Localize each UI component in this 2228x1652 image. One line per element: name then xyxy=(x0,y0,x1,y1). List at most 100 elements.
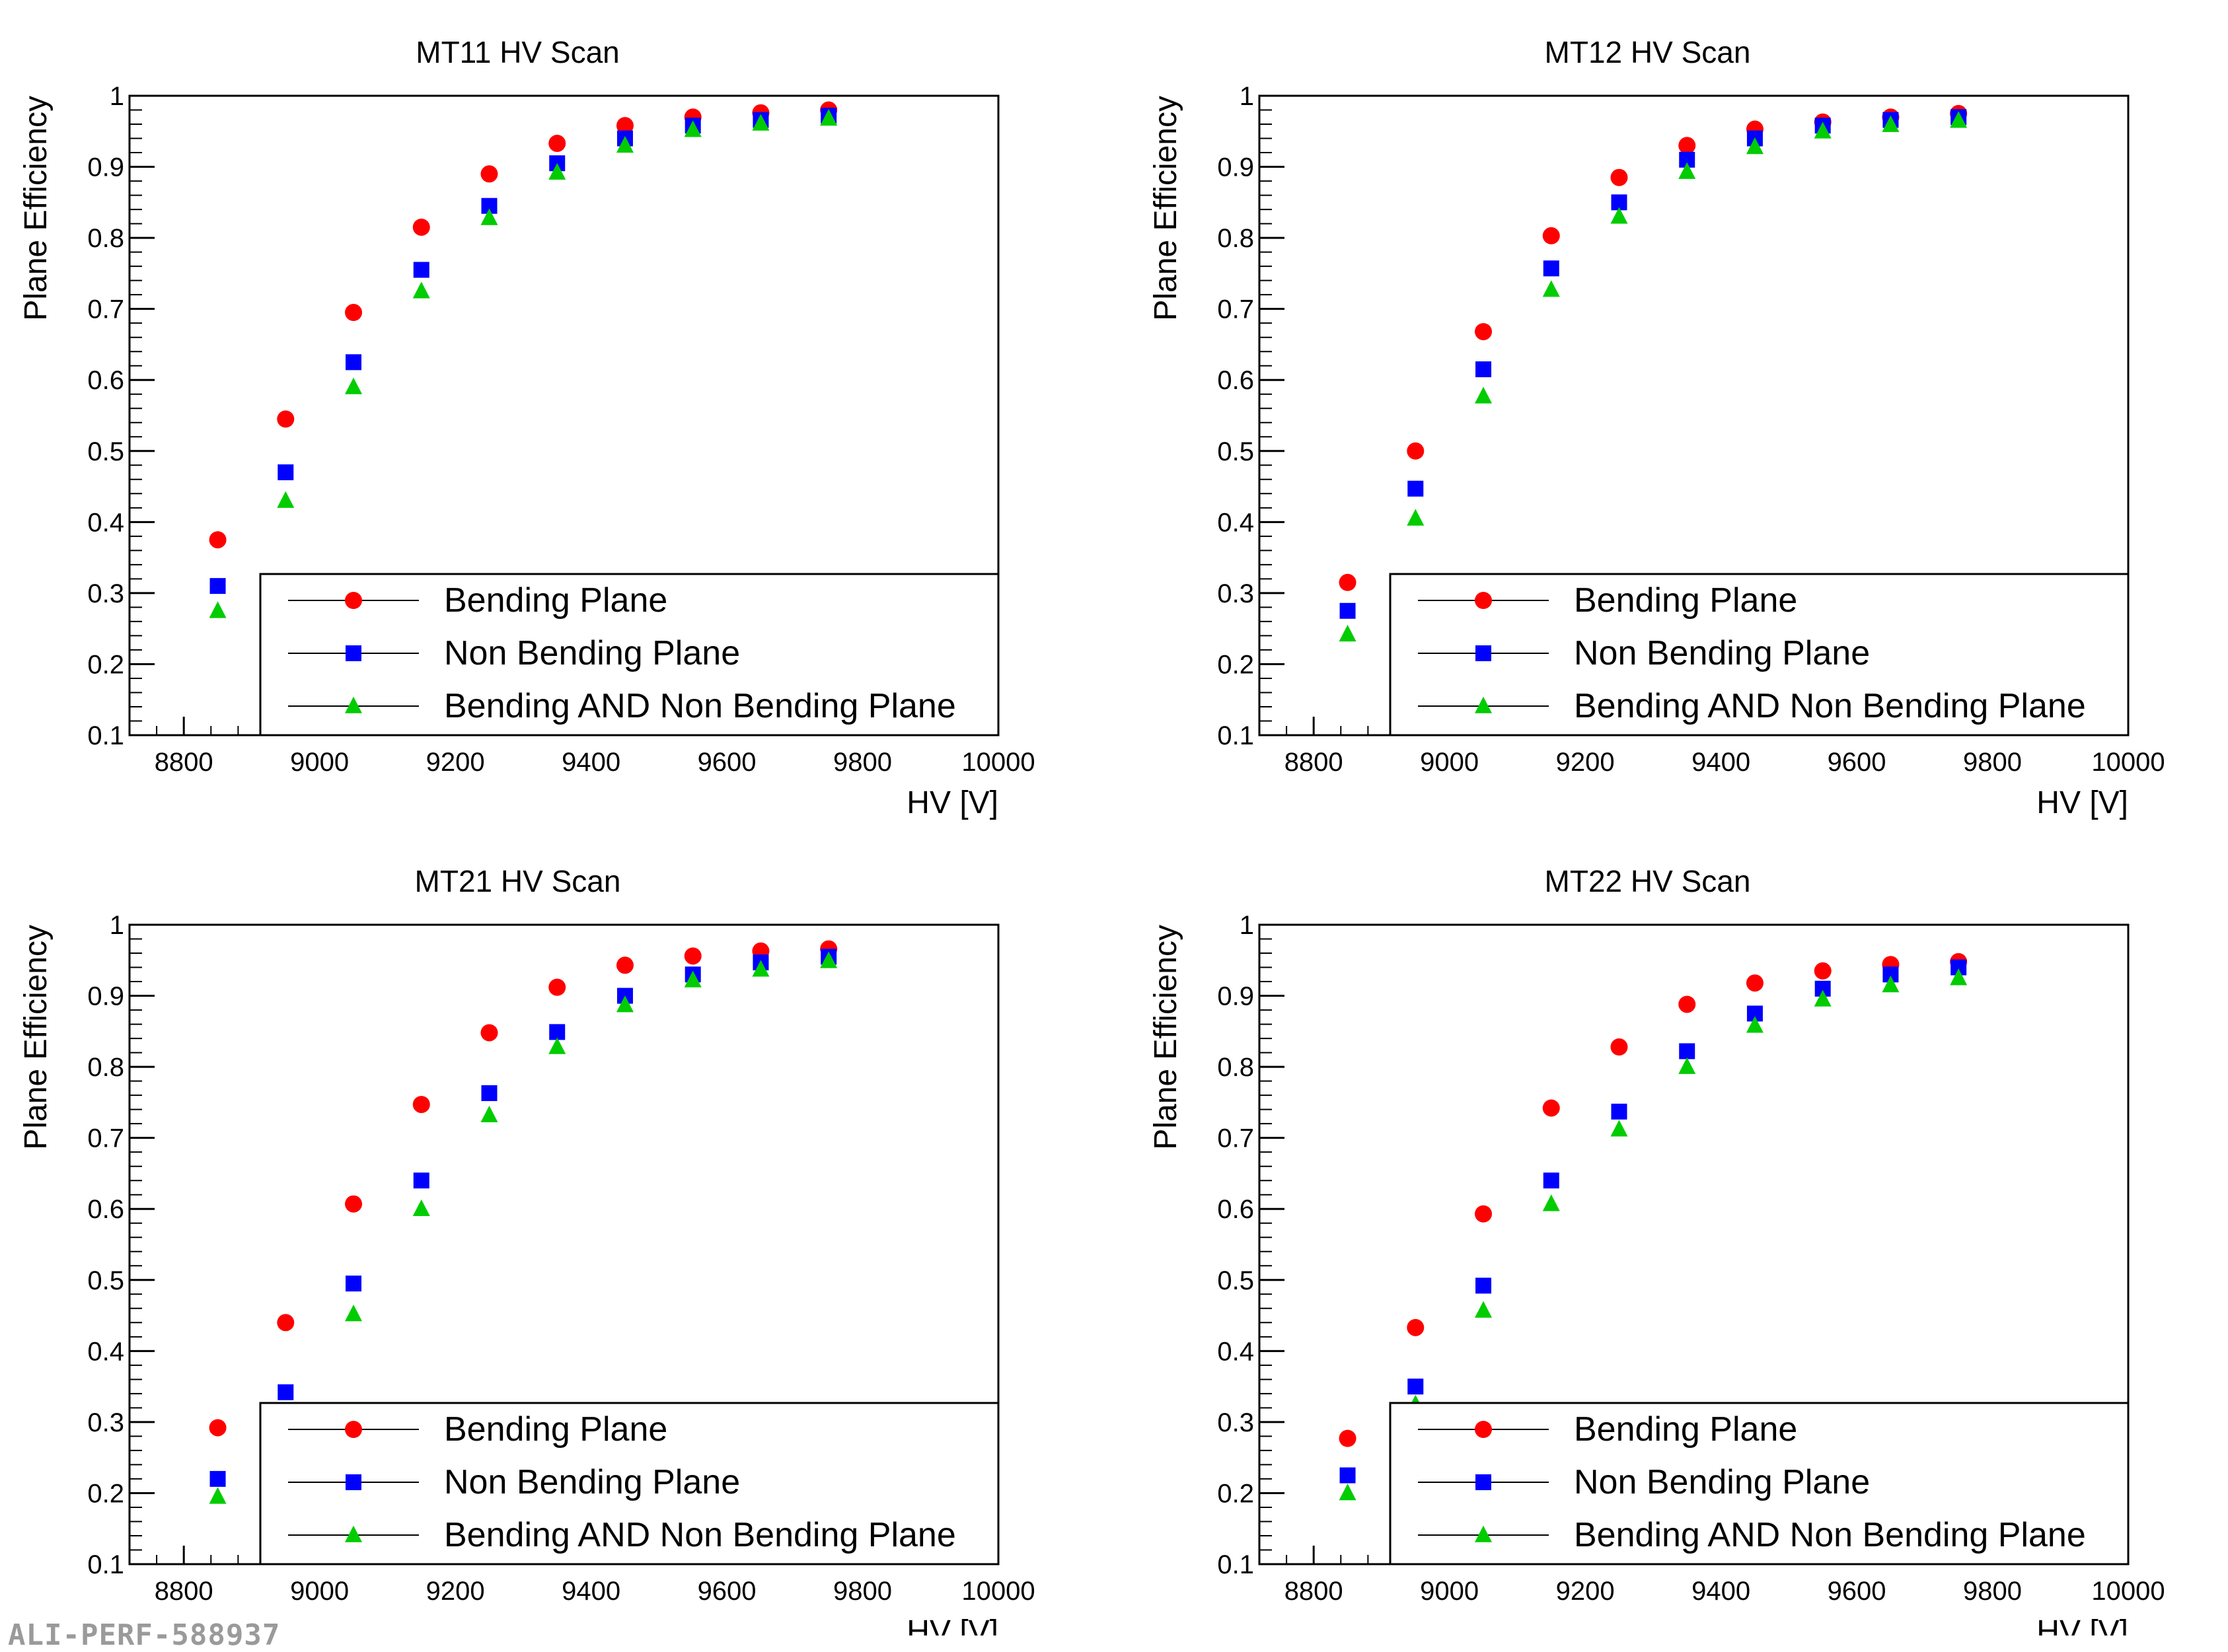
legend-marker xyxy=(345,592,362,609)
y-tick-label: 0.4 xyxy=(1217,508,1254,537)
legend-label: Non Bending Plane xyxy=(444,1463,740,1501)
panel-mt12: MT12 HV Scan 0.1 0.2 0.3 0.4 0.5 0.6 0.7 0.8 0.9 1… xyxy=(1148,35,2165,820)
data-point xyxy=(345,304,363,322)
y-tick-label: 0.1 xyxy=(1217,1550,1254,1579)
series-bending xyxy=(1339,952,1968,1447)
data-point xyxy=(548,135,566,153)
y-tick-label: 0.7 xyxy=(1217,1124,1254,1153)
panel-title: MT11 HV Scan xyxy=(416,35,619,69)
y-tick-label: 0.3 xyxy=(87,1408,124,1437)
series-bending-and-non-bending xyxy=(209,109,838,618)
x-tick-label: 9800 xyxy=(1963,1577,2022,1606)
data-point xyxy=(752,960,770,977)
x-tick-label: 10000 xyxy=(2091,1577,2165,1606)
y-tick-label: 0.5 xyxy=(1217,437,1254,466)
data-point xyxy=(1339,624,1356,642)
data-point xyxy=(820,109,838,126)
x-tick-label: 9800 xyxy=(833,748,892,777)
y-tick-label: 0.1 xyxy=(1217,721,1254,750)
x-tick-label: 9400 xyxy=(562,1577,620,1606)
legend-entry: Non Bending Plane xyxy=(288,1463,740,1501)
x-axis-label: HV [V] xyxy=(2036,1614,2128,1635)
data-point xyxy=(480,165,498,183)
legend-entry: Bending Plane xyxy=(1418,581,1797,620)
data-point xyxy=(548,1037,566,1054)
series-non-bending xyxy=(1339,109,1967,619)
y-tick-label: 0.8 xyxy=(87,1053,124,1082)
y-axis-label: Plane Efficiency xyxy=(19,925,54,1150)
data-point xyxy=(1339,1429,1356,1447)
y-tick-label: 0.1 xyxy=(87,721,124,750)
legend-entry: Non Bending Plane xyxy=(288,634,740,672)
data-point xyxy=(1611,1103,1627,1120)
data-point xyxy=(1542,227,1560,244)
data-point xyxy=(549,1024,566,1040)
x-tick-label: 8800 xyxy=(1284,748,1343,777)
data-point xyxy=(277,1314,295,1332)
data-point xyxy=(345,1195,363,1213)
panel-mt22: MT22 HV Scan 0.1 0.2 0.3 0.4 0.5 0.6 0.7 0.8 0.9 1… xyxy=(1148,864,2165,1635)
data-point xyxy=(616,995,634,1013)
legend-marker xyxy=(1475,1525,1492,1542)
data-point xyxy=(1610,207,1628,224)
x-tick-label: 9200 xyxy=(1556,1577,1615,1606)
data-point xyxy=(1814,122,1832,139)
data-point xyxy=(1475,1277,1492,1294)
data-point xyxy=(1814,989,1832,1007)
panel-title: MT22 HV Scan xyxy=(1545,864,1751,898)
data-point xyxy=(412,1199,430,1217)
y-tick-label: 0.3 xyxy=(1217,1408,1254,1437)
data-point xyxy=(752,114,770,131)
legend-entry: Bending AND Non Bending Plane xyxy=(1418,687,2086,725)
legend-marker xyxy=(1475,1421,1492,1438)
x-tick-label: 9600 xyxy=(1828,1577,1886,1606)
data-point xyxy=(1407,442,1425,460)
x-tick-label: 9200 xyxy=(426,748,485,777)
data-point xyxy=(1407,509,1425,526)
data-point xyxy=(616,135,634,153)
legend-entry: Bending Plane xyxy=(1418,1410,1797,1449)
x-tick-label: 9600 xyxy=(698,1577,757,1606)
legend-label: Bending Plane xyxy=(444,1410,667,1449)
y-tick-label: 0.6 xyxy=(87,1195,124,1224)
series-bending-and-non-bending xyxy=(1339,968,1968,1501)
x-tick-label: 10000 xyxy=(2091,748,2165,777)
y-tick-label: 0.9 xyxy=(1217,982,1254,1011)
data-point xyxy=(412,218,430,236)
data-point xyxy=(209,1487,227,1504)
series-non-bending xyxy=(209,949,837,1487)
data-point xyxy=(345,377,363,394)
data-point xyxy=(616,956,634,974)
data-point xyxy=(412,281,430,299)
x-tick-label: 10000 xyxy=(961,1577,1035,1606)
data-point xyxy=(1339,573,1356,591)
series-non-bending xyxy=(1339,959,1967,1484)
data-point xyxy=(277,491,295,508)
series-bending-and-non-bending xyxy=(1339,111,1968,642)
data-point xyxy=(1407,480,1424,497)
x-axis-label: HV [V] xyxy=(907,785,998,820)
legend-label: Bending Plane xyxy=(444,581,667,620)
series-non-bending xyxy=(209,108,837,594)
y-tick-label: 0.9 xyxy=(87,982,124,1011)
data-point xyxy=(1610,1120,1628,1137)
y-tick-label: 1 xyxy=(1240,911,1254,940)
data-point xyxy=(1746,974,1764,992)
data-point xyxy=(1339,1484,1356,1501)
data-point xyxy=(1950,968,1968,986)
data-point xyxy=(346,1275,362,1292)
data-point xyxy=(1678,137,1696,155)
data-point xyxy=(1814,962,1832,980)
data-point xyxy=(278,464,294,481)
data-point xyxy=(1475,1205,1493,1223)
data-point xyxy=(1475,386,1493,404)
data-point xyxy=(1746,1016,1764,1033)
data-point xyxy=(1407,1379,1424,1395)
y-tick-label: 0.9 xyxy=(1217,153,1254,182)
y-tick-label: 0.8 xyxy=(1217,1053,1254,1082)
data-point xyxy=(1543,1172,1559,1189)
data-point xyxy=(1610,1038,1628,1056)
x-tick-label: 9000 xyxy=(290,1577,349,1606)
y-axis-label: Plane Efficiency xyxy=(1148,96,1183,321)
